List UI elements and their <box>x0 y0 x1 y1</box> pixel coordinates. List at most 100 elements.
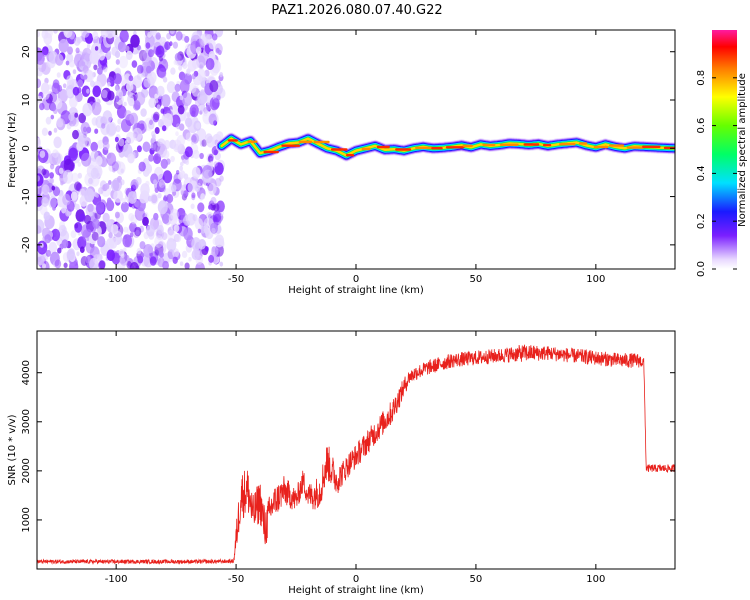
y-tick-label: 3000 <box>21 409 32 434</box>
noise-speck <box>191 135 197 143</box>
noise-speck <box>136 247 142 255</box>
noise-speck <box>176 207 186 220</box>
noise-speck <box>149 256 157 266</box>
noise-speck <box>121 197 127 204</box>
noise-speck <box>158 58 169 72</box>
noise-speck <box>154 127 160 134</box>
noise-speck <box>140 108 147 117</box>
noise-speck <box>215 47 220 54</box>
noise-speck <box>41 30 49 39</box>
noise-speck <box>72 69 77 75</box>
noise-speck <box>113 73 122 85</box>
noise-speck <box>98 187 104 195</box>
noise-speck <box>197 202 205 213</box>
noise-speck <box>209 161 214 167</box>
noise-speck <box>108 180 112 185</box>
noise-speck <box>86 43 91 49</box>
x-tick-label: -100 <box>105 574 128 585</box>
noise-speck <box>142 216 149 226</box>
noise-speck <box>42 46 49 56</box>
snr-y-ticks: 1000 2000 3000 4000 <box>21 360 675 533</box>
noise-speck <box>163 139 171 150</box>
y-tick-label: 0 <box>21 145 32 151</box>
noise-speck <box>94 128 99 134</box>
y-tick-label: 2000 <box>21 458 32 483</box>
noise-speck <box>216 94 221 101</box>
noise-speck <box>140 183 150 197</box>
noise-speck <box>201 139 207 147</box>
noise-speck <box>179 123 185 131</box>
noise-speck <box>137 255 144 264</box>
noise-speck <box>37 194 43 207</box>
noise-speck <box>124 110 132 121</box>
noise-speck <box>167 237 174 245</box>
noise-speck <box>45 249 52 257</box>
noise-speck <box>157 141 162 147</box>
noise-speck <box>174 53 181 62</box>
snr-series <box>37 344 675 565</box>
noise-speck <box>94 46 99 51</box>
noise-speck <box>99 260 106 269</box>
noise-speck <box>179 170 186 179</box>
noise-speck <box>71 172 79 183</box>
noise-speck <box>72 129 79 140</box>
snr-frame <box>36 330 676 570</box>
noise-speck <box>51 185 56 191</box>
noise-speck <box>189 104 199 118</box>
colorbar: 0.0 0.2 0.4 0.6 0.8 Normalized spectral ampl… <box>696 30 748 277</box>
noise-speck <box>53 136 62 147</box>
noise-speck <box>128 97 135 107</box>
noise-speck <box>148 97 156 109</box>
noise-speck <box>53 127 58 133</box>
noise-speck <box>68 59 75 68</box>
noise-speck <box>175 131 179 137</box>
noise-speck <box>42 263 46 269</box>
noise-speck <box>102 110 113 124</box>
noise-speck <box>176 170 180 175</box>
noise-speck <box>57 247 62 254</box>
noise-speck <box>166 193 174 204</box>
noise-speck <box>191 73 196 80</box>
noise-speck <box>77 79 84 88</box>
noise-speck <box>173 224 180 233</box>
noise-speck <box>37 60 47 73</box>
noise-speck <box>115 59 120 65</box>
noise-speck <box>37 78 42 89</box>
noise-speck <box>97 67 103 75</box>
noise-speck <box>127 153 135 164</box>
noise-speck <box>62 193 71 206</box>
noise-speck <box>179 261 184 267</box>
noise-speck <box>37 67 43 77</box>
noise-speck <box>148 154 154 162</box>
noise-speck <box>192 38 197 45</box>
spectrogram-x-ticks: -100 -50 0 50 100 <box>105 30 605 285</box>
x-tick-label: 0 <box>353 574 359 585</box>
noise-speck <box>117 41 127 53</box>
noise-speck <box>101 89 108 99</box>
noise-speck <box>41 197 49 207</box>
noise-speck <box>153 179 158 185</box>
noise-speck <box>106 152 117 166</box>
noise-speck <box>69 31 75 40</box>
noise-speck <box>161 94 171 108</box>
noise-speck <box>144 163 153 174</box>
colorbar-tick-label: 0.2 <box>696 213 707 229</box>
noise-speck <box>156 85 165 97</box>
noise-speck <box>214 162 224 176</box>
noise-speck <box>44 77 49 84</box>
noise-speck <box>162 125 167 132</box>
noise-speck <box>154 235 164 248</box>
noise-speck <box>118 138 125 147</box>
noise-speck <box>113 189 123 203</box>
noise-speck <box>205 58 215 70</box>
noise-speck <box>77 236 87 250</box>
noise-speck <box>62 83 67 89</box>
noise-speck <box>48 196 57 209</box>
noise-speck <box>61 206 67 214</box>
x-tick-label: 100 <box>586 574 605 585</box>
noise-speck <box>144 117 154 131</box>
noise-speck <box>93 64 98 71</box>
noise-speck <box>197 90 208 105</box>
noise-speck <box>84 188 95 203</box>
noise-speck <box>56 72 61 78</box>
